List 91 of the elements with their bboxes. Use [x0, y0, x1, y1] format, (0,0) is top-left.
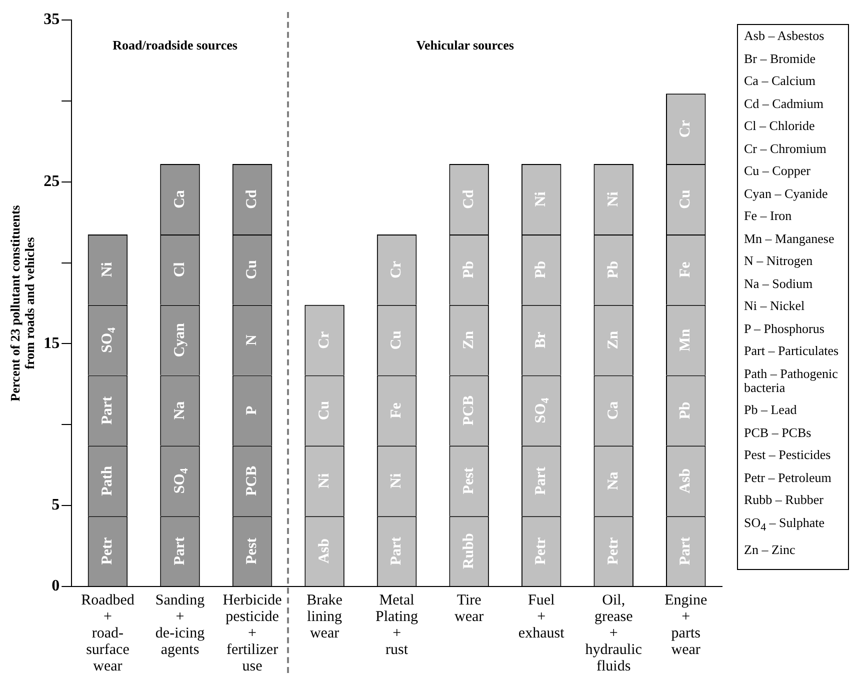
data-label: Ni: [316, 473, 332, 488]
data-label: Pb: [533, 260, 550, 278]
data-label: Rubb: [460, 533, 477, 569]
data-label: Cu: [244, 260, 260, 280]
text: Pest – Pesticides: [744, 447, 832, 462]
text: PCB – PCBs: [744, 424, 812, 440]
x-tick-label: Engine + parts wear: [664, 592, 708, 658]
annotation: Vehicular sources: [416, 37, 514, 52]
data-label: Cr: [316, 330, 332, 349]
text: Mn – Manganese: [744, 230, 836, 246]
data-label: Ca: [605, 400, 622, 420]
x-tick-label: Tire wear: [454, 592, 484, 626]
data-label: Fe: [388, 402, 405, 418]
text: Asb – Asbestos: [744, 28, 826, 43]
y-tick-label: 15: [44, 334, 60, 352]
data-label: Pb: [605, 260, 622, 278]
data-label: Asb: [678, 468, 694, 494]
data-label: Ca: [172, 190, 188, 208]
text: Cu – Copper: [744, 163, 812, 178]
data-label: Na: [172, 400, 188, 420]
data-label: Asb: [316, 538, 332, 564]
text: SO$_{4}$ – Sulphate: [744, 514, 826, 534]
text: Part – Particulates: [744, 343, 840, 358]
text: Pb – Lead: [744, 402, 798, 417]
data-label: Part: [388, 536, 405, 566]
data-label: Part: [678, 536, 694, 566]
data-label: Pb: [678, 402, 694, 420]
data-label: Cu: [316, 400, 332, 420]
text: Cr – Chromium: [744, 140, 828, 156]
data-label: Part: [172, 536, 188, 566]
text: Cd – Cadmium: [744, 96, 824, 110]
data-label: Ni: [605, 192, 622, 207]
data-label: SO4: [100, 326, 118, 353]
data-label: Mn: [678, 328, 694, 352]
x-tick-label: Roadbed + road- surface wear: [81, 592, 135, 675]
data-label: Petr: [605, 536, 622, 565]
text: N – Nitrogen: [744, 253, 814, 268]
text: Zn – Zinc: [744, 542, 796, 557]
text: Ca – Calcium: [744, 73, 816, 88]
annotation: Road/roadside sources: [112, 37, 238, 52]
data-label: Cd: [460, 189, 477, 209]
text: P – Phosphorus: [744, 320, 826, 336]
data-label: Cr: [388, 260, 405, 278]
data-label: Cu: [678, 190, 694, 209]
data-label: Part: [533, 466, 550, 496]
data-label: Petr: [533, 536, 550, 565]
x-tick-label: Brake lining wear: [306, 592, 343, 642]
data-label: Fe: [678, 261, 694, 278]
data-label: Ni: [100, 262, 116, 278]
data-label: PCB: [460, 395, 477, 426]
x-tick-label: Fuel + exhaust: [518, 592, 566, 642]
text: Na – Sodium: [744, 276, 814, 290]
data-label: P: [244, 406, 260, 416]
x-tick-label: Oil, grease + hydraulic fluids: [585, 592, 642, 675]
x-tick-label: Herbicide pesticide + fertilizer use: [222, 592, 282, 675]
text: Cyan – Cyanide: [744, 186, 829, 200]
data-label: Cu: [388, 330, 405, 350]
y-tick-label: 25: [44, 173, 60, 190]
text: Br – Bromide: [744, 50, 816, 66]
data-label: Cr: [678, 120, 694, 138]
data-label: Cl: [172, 262, 188, 278]
x-tick-label: Sanding + de-icing agents: [155, 592, 206, 658]
x-tick-label: Metal Plating + rust: [376, 592, 419, 658]
data-label: Cyan: [172, 322, 188, 358]
y-axis-title: Percent of 23 pollutant constituents from roads and vehicles: [8, 205, 37, 402]
data-label: SO4: [533, 397, 552, 424]
text: Petr – Petroleum: [744, 470, 832, 484]
data-label: Zn: [605, 330, 622, 350]
text: Fe – Iron: [744, 208, 793, 223]
data-label: Ni: [388, 473, 405, 488]
text: Cl – Chloride: [744, 118, 816, 133]
y-tick-label: 35: [44, 11, 60, 28]
data-label: Ni: [533, 192, 550, 207]
text: Ni – Nickel: [744, 298, 806, 313]
data-label: Zn: [460, 330, 477, 350]
text: Rubb – Rubber: [744, 492, 824, 507]
y-tick-label: 5: [52, 496, 60, 514]
data-label: Pb: [460, 260, 477, 278]
data-label: PCB: [244, 466, 260, 496]
data-label: SO4: [172, 468, 190, 494]
data-label: Pest: [244, 538, 260, 564]
data-label: Path: [100, 465, 116, 496]
data-label: Petr: [100, 536, 116, 565]
data-label: Br: [533, 331, 550, 348]
y-tick-label: 0: [52, 578, 60, 595]
data-label: Pest: [460, 468, 477, 494]
data-label: Cd: [244, 189, 260, 209]
data-label: Na: [605, 471, 622, 490]
text: Path – Pathogenic bacteria: [744, 366, 839, 394]
data-label: Part: [100, 396, 116, 425]
data-label: N: [244, 334, 260, 346]
